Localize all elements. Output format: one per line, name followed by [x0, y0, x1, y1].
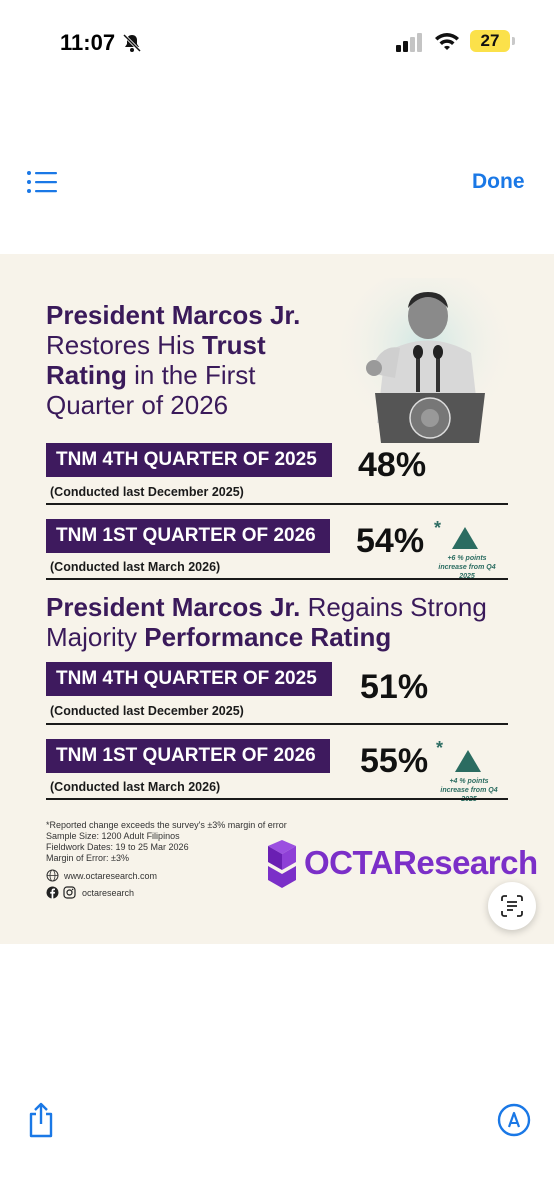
signal-icon: [396, 33, 422, 52]
footnote-margin: *Reported change exceeds the survey's ±3…: [46, 820, 287, 830]
trust-q4-2025-sub: (Conducted last December 2025): [50, 485, 244, 499]
footnotes: *Reported change exceeds the survey's ±3…: [46, 820, 287, 864]
website-text: www.octaresearch.com: [64, 870, 158, 881]
footnote-fieldwork: Fieldwork Dates: 19 to 25 Mar 2026: [46, 842, 189, 852]
globe-icon: [46, 869, 59, 882]
text-scan-icon: [501, 895, 523, 917]
instagram-icon: [63, 886, 76, 899]
trust-q4-2025-pct: 48%: [358, 446, 427, 484]
battery-cap: [512, 37, 515, 45]
increase-triangle-icon: [455, 750, 481, 772]
performance-q4-2025-pct: 51%: [360, 668, 429, 706]
wifi-icon: [435, 33, 459, 50]
performance-q1-2026-pct: 55%: [360, 742, 429, 780]
performance-change-note-1: +4 % points: [449, 778, 489, 785]
octa-logo-text: OCTAResearch: [304, 844, 538, 881]
headline-trust-bold: Trust Rating: [46, 330, 266, 390]
trust-q1-2026-pct: 54%: [356, 522, 425, 560]
footnote-moe: Margin of Error: ±3%: [46, 853, 129, 863]
headline-performance-text: Regains Strong Majority: [46, 592, 487, 652]
headline-trust: President Marcos Jr. Restores His Trust …: [46, 300, 326, 420]
headline-trust-name: President Marcos Jr.: [46, 300, 301, 330]
done-button[interactable]: Done: [472, 170, 525, 193]
status-time: 11:07: [60, 30, 116, 55]
president-photo: [340, 278, 510, 443]
trust-q1-2026-asterisk: *: [434, 518, 442, 538]
facebook-icon: [46, 886, 59, 899]
trust-q4-2025-label: TNM 4TH QUARTER OF 2025: [46, 443, 332, 477]
headline-performance: President Marcos Jr. Regains Strong Majo…: [46, 592, 526, 652]
increase-triangle-icon: [452, 527, 478, 549]
headline-trust-tail: in the First Quarter of 2026: [46, 360, 256, 420]
divider: [46, 723, 508, 725]
divider: [46, 503, 508, 505]
website-row: www.octaresearch.com: [46, 869, 157, 882]
performance-q4-2025-label: TNM 4TH QUARTER OF 2025: [46, 662, 332, 696]
trust-q1-2026-sub: (Conducted last March 2026): [50, 560, 221, 574]
share-icon[interactable]: [26, 1100, 56, 1140]
social-row: octaresearch: [46, 886, 134, 899]
battery-indicator: 27: [470, 30, 510, 52]
footnote-sample: Sample Size: 1200 Adult Filipinos: [46, 831, 180, 841]
trust-change-note: +6 % points increase from Q4 2025: [432, 554, 502, 581]
headline-performance-name: President Marcos Jr.: [46, 592, 301, 622]
performance-q1-2026-sub: (Conducted last March 2026): [50, 780, 221, 794]
performance-q1-2026-label: TNM 1ST QUARTER OF 2026: [46, 739, 330, 773]
list-icon[interactable]: [26, 170, 58, 194]
octa-logo-icon: [268, 840, 296, 888]
markup-icon[interactable]: [496, 1102, 532, 1138]
headline-trust-text: Restores His: [46, 330, 203, 360]
performance-q1-2026-asterisk: *: [436, 738, 444, 758]
trust-change-note-2: increase from Q4 2025: [438, 564, 496, 580]
trust-q1-2026-label: TNM 1ST QUARTER OF 2026: [46, 519, 330, 553]
divider: [46, 798, 508, 800]
bell-slash-icon: [122, 33, 142, 53]
trust-change-note-1: +6 % points: [447, 555, 487, 562]
performance-q4-2025-sub: (Conducted last December 2025): [50, 704, 244, 718]
social-handle: octaresearch: [82, 887, 135, 898]
status-bar: 11:07 27: [0, 0, 554, 80]
headline-performance-bold: Performance Rating: [144, 622, 392, 652]
live-text-button[interactable]: [488, 882, 536, 930]
performance-change-note-2: increase from Q4 2025: [440, 787, 498, 803]
divider: [46, 578, 508, 580]
